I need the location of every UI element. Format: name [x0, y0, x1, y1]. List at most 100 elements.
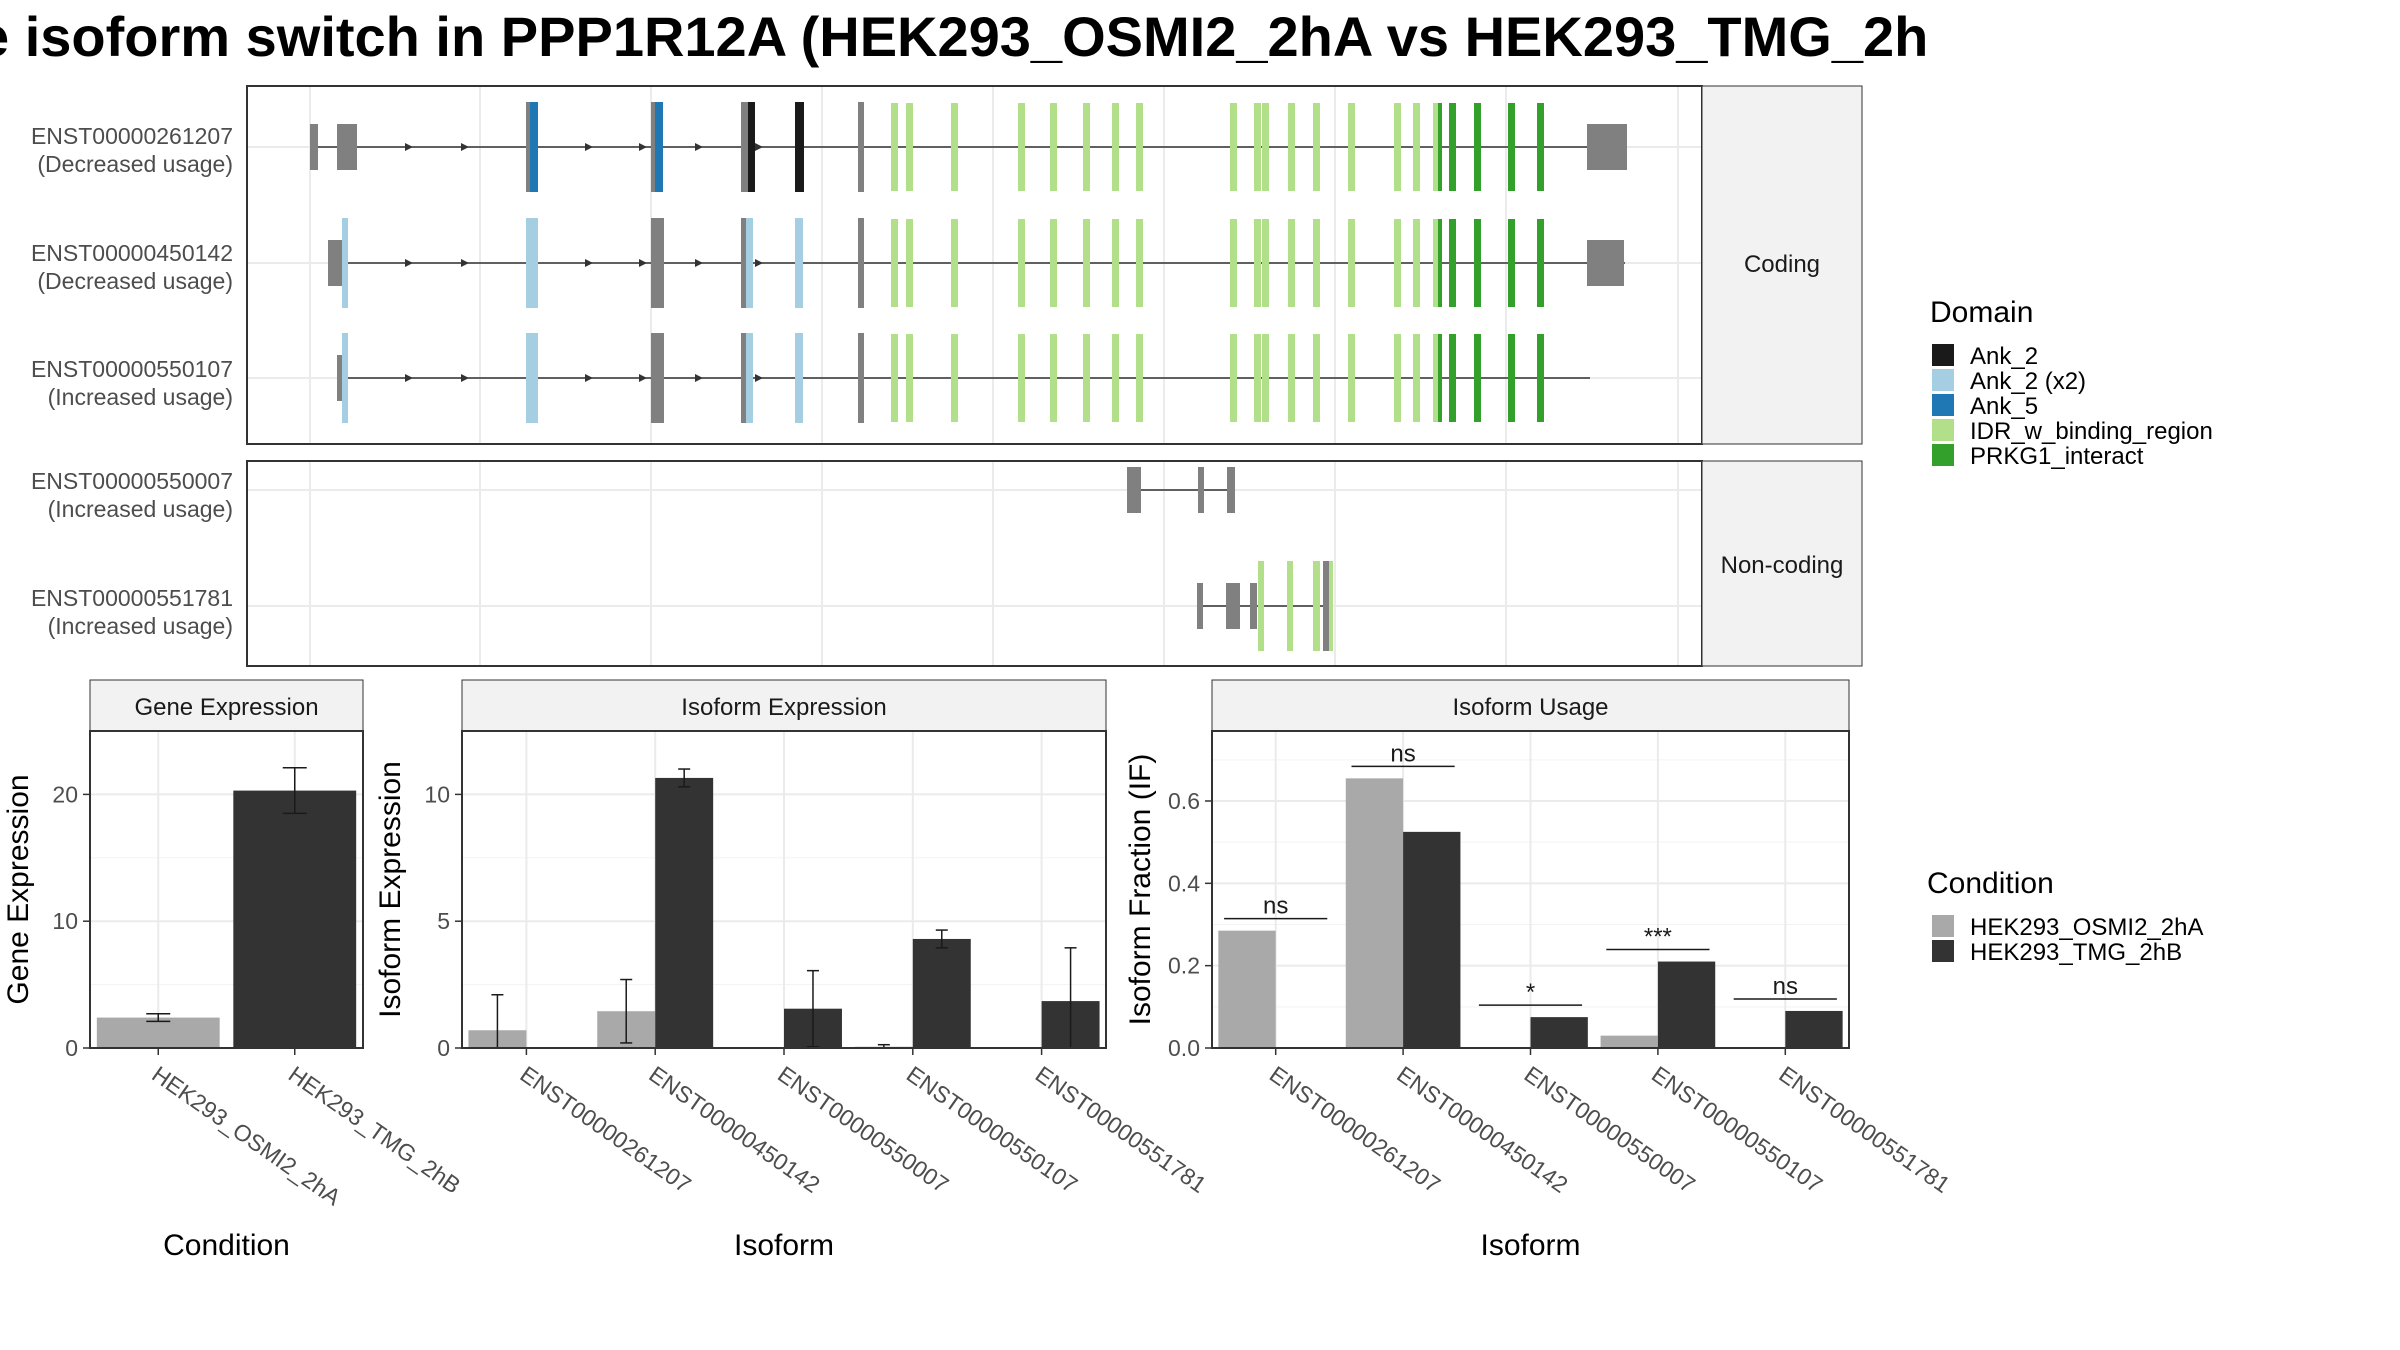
exon-block: [1413, 103, 1420, 191]
strand-arrow: [461, 143, 469, 151]
strand-arrow: [405, 374, 413, 382]
panel-strip: [89, 679, 364, 732]
significance-label: ns: [1773, 973, 1798, 1000]
exon-block: [906, 103, 913, 191]
strand-arrow: [461, 374, 469, 382]
y-tick-label: 0.2: [1168, 953, 1200, 979]
x-axis-title: Isoform: [734, 1229, 834, 1262]
exon-block: [1230, 334, 1237, 422]
y-tick-label: 10: [424, 781, 450, 807]
legend-swatch: [1932, 915, 1954, 937]
isoform-id-label: ENST00000551781: [31, 585, 233, 611]
exon-block: [1435, 219, 1442, 307]
legend-label: HEK293_TMG_2hB: [1970, 939, 2182, 966]
bar: [1600, 1035, 1658, 1048]
strand-arrow: [585, 259, 593, 267]
bar: [96, 1017, 220, 1048]
strand-arrow: [461, 259, 469, 267]
exon-block: [1435, 334, 1442, 422]
exon-block: [1197, 583, 1203, 629]
exon-block: [951, 334, 958, 422]
exon-block: [337, 124, 357, 170]
isoform-usage-panel: Isoform Usage0.00.20.40.6nsns****nsENST0…: [1124, 679, 1955, 1262]
exon-block: [1587, 240, 1624, 286]
exon-block: [1136, 219, 1143, 307]
exon-block: [1508, 219, 1515, 307]
exon-block: [1433, 219, 1438, 307]
isoform-id-label: ENST00000261207: [31, 123, 233, 149]
exon-block: [748, 102, 755, 192]
structure-panel-noncoding: Non-coding ENST00000550007 (Increased us…: [31, 460, 1863, 667]
exon-block: [342, 333, 348, 423]
exon-block: [1250, 583, 1257, 629]
exon-block: [891, 103, 898, 191]
y-tick-label: 10: [52, 908, 78, 934]
panel-title: Gene Expression: [134, 694, 318, 721]
exon-block: [741, 333, 746, 423]
exon-block: [1083, 103, 1090, 191]
exon-block: [1230, 219, 1237, 307]
legend-swatch: [1932, 394, 1954, 416]
exon-block: [1474, 103, 1481, 191]
isoform-expression-panel: Isoform Expression0510ENST00000261207ENS…: [374, 679, 1211, 1262]
exon-block: [858, 218, 864, 308]
bar: [1403, 831, 1461, 1048]
exon-block: [1313, 103, 1320, 191]
exon-block: [1348, 219, 1355, 307]
exon-block: [1474, 334, 1481, 422]
exon-block: [1394, 334, 1401, 422]
exon-block: [1254, 334, 1261, 422]
exon-block: [651, 102, 656, 192]
exon-block: [1537, 103, 1544, 191]
exon-block: [1227, 467, 1235, 513]
exon-block: [1226, 583, 1240, 629]
bar: [1657, 961, 1716, 1048]
strand-arrow: [695, 374, 703, 382]
x-axis-title: Condition: [163, 1229, 290, 1262]
structure-panel-coding: Coding ENST00000261207 (Decreased usage)…: [31, 85, 1863, 445]
exon-block: [1449, 103, 1456, 191]
significance-label: *: [1526, 979, 1535, 1006]
exon-block: [328, 240, 342, 286]
exon-block: [1230, 103, 1237, 191]
exon-block: [1508, 334, 1515, 422]
y-tick-label: 0.6: [1168, 788, 1200, 814]
legend-swatch: [1932, 940, 1954, 962]
exon-block: [1474, 219, 1481, 307]
condition-legend-title: Condition: [1927, 867, 2054, 900]
exon-block: [651, 333, 656, 423]
exon-block: [1394, 103, 1401, 191]
exon-block: [951, 103, 958, 191]
exon-block: [1288, 334, 1295, 422]
exon-block: [1323, 561, 1329, 651]
isoform-usage-label: (Increased usage): [48, 613, 233, 639]
y-tick-label: 0: [437, 1035, 450, 1061]
legend-label: Ank_2: [1970, 343, 2038, 370]
exon-block: [1112, 219, 1119, 307]
panel-title: Isoform Usage: [1452, 694, 1608, 721]
panel-strip: [461, 679, 1107, 732]
facet-label-coding: Coding: [1744, 251, 1820, 278]
exon-block: [1112, 103, 1119, 191]
strand-arrow: [639, 143, 647, 151]
legend-swatch: [1932, 344, 1954, 366]
legend-swatch: [1932, 369, 1954, 391]
exon-block: [858, 333, 864, 423]
exon-block: [1050, 103, 1057, 191]
significance-label: ***: [1644, 924, 1672, 951]
exon-block: [1083, 334, 1090, 422]
domain-legend-title: Domain: [1930, 296, 2033, 329]
exon-block: [1537, 219, 1544, 307]
exon-block: [795, 218, 803, 308]
strand-arrow: [585, 143, 593, 151]
domain-legend: Domain Ank_2 Ank_2 (x2) Ank_5 IDR_w_bind…: [1930, 296, 2213, 470]
bar: [233, 790, 357, 1048]
exon-block: [891, 219, 898, 307]
exon-block: [1433, 334, 1438, 422]
exon-block: [891, 334, 898, 422]
exon-block: [1254, 219, 1261, 307]
isoform-id-label: ENST00000550107: [31, 356, 233, 382]
exon-block: [1262, 103, 1269, 191]
exon-block: [1313, 334, 1320, 422]
